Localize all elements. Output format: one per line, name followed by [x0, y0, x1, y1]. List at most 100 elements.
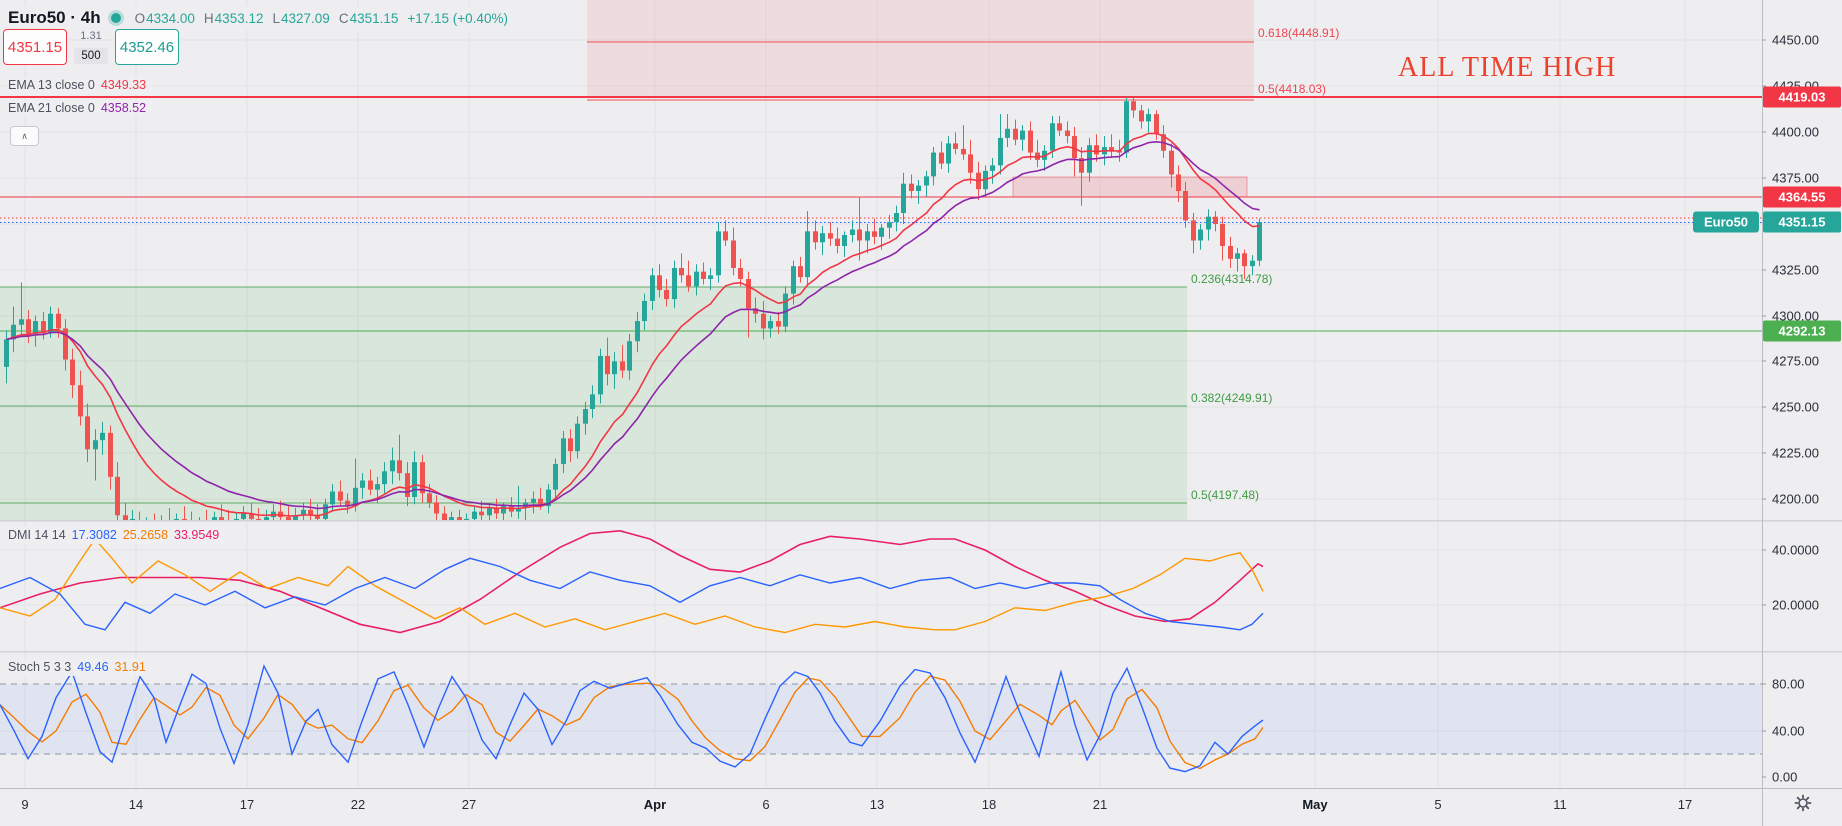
- price-tick-label: 4375.00: [1772, 171, 1819, 186]
- price-badge: 4292.13: [1763, 320, 1841, 342]
- price-tick-label: 4400.00: [1772, 125, 1819, 140]
- sell-button[interactable]: 4351.15: [3, 29, 67, 65]
- time-tick-label: 17: [240, 797, 254, 812]
- dmi-plus-di-value: 17.3082: [71, 528, 117, 542]
- stoch-tick-label: 0.00: [1772, 770, 1797, 785]
- time-tick-label: 17: [1678, 797, 1692, 812]
- symbol-title[interactable]: Euro50 · 4h: [8, 8, 101, 27]
- fib-label-0236: 0.236(4314.78): [1191, 272, 1273, 286]
- spread-value: 1.31: [80, 30, 102, 42]
- candles: [4, 97, 1262, 520]
- fib-zone-upper: [587, 0, 1254, 96]
- time-tick-label: 6: [762, 797, 769, 812]
- stoch-d-line: [0, 675, 1264, 770]
- collapse-panes-button[interactable]: ∧: [10, 126, 39, 146]
- stoch-d-value: 31.91: [114, 660, 146, 674]
- close-value: 4351.15: [349, 10, 399, 26]
- ema13-value: 4349.33: [100, 78, 147, 92]
- price-tick-label: 4200.00: [1772, 492, 1819, 507]
- ema21-line: [6, 140, 1260, 510]
- stoch-label: Stoch 5 3 3: [8, 660, 72, 674]
- time-tick-label: 5: [1434, 797, 1441, 812]
- ema13-label: EMA 13 close 0: [8, 78, 95, 92]
- chevron-up-icon: ∧: [21, 130, 28, 141]
- trade-widget: 4351.15 1.31 500 4352.46: [3, 29, 179, 65]
- bar-countdown: 500: [74, 48, 108, 64]
- time-tick-label: May: [1302, 797, 1328, 812]
- price-tick-label: 4325.00: [1772, 263, 1819, 278]
- time-tick-label: 21: [1093, 797, 1107, 812]
- time-tick-label: 13: [870, 797, 884, 812]
- dmi-label: DMI 14 14: [8, 528, 66, 542]
- ohlc-values: O4334.00 H4353.12 L4327.09 C4351.15 +17.…: [135, 11, 508, 26]
- svg-text:4292.13: 4292.13: [1779, 324, 1826, 339]
- time-tick-label: 18: [982, 797, 996, 812]
- market-status-icon[interactable]: [110, 13, 121, 23]
- dmi-pane: [0, 529, 1264, 634]
- price-badge: 4351.15: [1763, 211, 1841, 233]
- high-label: H: [203, 10, 214, 26]
- price-tick-label: 4300.00: [1772, 309, 1819, 324]
- plus-di-line: [0, 557, 1264, 631]
- time-tick-label: 22: [351, 797, 365, 812]
- low-label: L: [272, 10, 280, 26]
- time-tick-label: 27: [462, 797, 476, 812]
- fib-label-lower-05: 0.5(4197.48): [1191, 488, 1260, 502]
- stoch-pane: [0, 664, 1762, 773]
- change-value: +17.15 (+0.40%): [407, 10, 508, 26]
- svg-text:4351.15: 4351.15: [1779, 215, 1826, 230]
- time-tick-label: Apr: [644, 797, 666, 812]
- stoch-tick-label: 80.00: [1772, 677, 1805, 692]
- ema21-legend[interactable]: EMA 21 close 0 4358.52: [8, 100, 153, 117]
- price-tick-label: 4275.00: [1772, 354, 1819, 369]
- buy-button[interactable]: 4352.46: [115, 29, 179, 65]
- svg-text:Euro50: Euro50: [1704, 215, 1748, 230]
- price-badge: 4364.55: [1763, 186, 1841, 208]
- spread-column: 1.31 500: [71, 29, 111, 65]
- price-badge: 4419.03: [1763, 86, 1841, 108]
- stoch-k-line: [0, 664, 1264, 773]
- svg-text:4364.55: 4364.55: [1779, 190, 1826, 205]
- low-value: 4327.09: [281, 10, 330, 26]
- price-tick-label: 4225.00: [1772, 446, 1819, 461]
- adx-line: [0, 529, 1264, 634]
- ema13-line: [6, 132, 1260, 517]
- high-value: 4353.12: [214, 10, 264, 26]
- symbol-legend: Euro50 · 4h O4334.00 H4353.12 L4327.09 C…: [8, 6, 514, 30]
- pane-separators[interactable]: [0, 519, 1842, 653]
- dmi-adx-value: 33.9549: [174, 528, 220, 542]
- stoch-k-value: 49.46: [77, 660, 109, 674]
- dmi-minus-di-value: 25.2658: [122, 528, 169, 542]
- gear-icon[interactable]: [1794, 794, 1812, 812]
- symbol-price-tag: Euro50: [1693, 211, 1759, 233]
- all-time-high-note: ALL TIME HIGH: [1398, 52, 1617, 83]
- dmi-legend[interactable]: DMI 14 14 17.3082 25.2658 33.9549: [8, 527, 226, 544]
- price-axis[interactable]: 4450.004425.004400.004375.004325.004300.…: [1693, 33, 1841, 785]
- fib-label-0618: 0.618(4448.91): [1258, 26, 1340, 40]
- fib-label-upper-05: 0.5(4418.03): [1258, 82, 1327, 96]
- minus-di-line: [0, 537, 1264, 634]
- time-tick-label: 9: [21, 797, 28, 812]
- time-tick-label: 11: [1553, 797, 1567, 812]
- stoch-tick-label: 40.00: [1772, 724, 1805, 739]
- grid: [0, 0, 1762, 788]
- dmi-tick-label: 20.0000: [1772, 598, 1819, 613]
- fib-zones: [0, 0, 1254, 520]
- ema21-label: EMA 21 close 0: [8, 101, 95, 115]
- ema21-value: 4358.52: [100, 101, 147, 115]
- svg-text:4419.03: 4419.03: [1779, 90, 1826, 105]
- stoch-legend[interactable]: Stoch 5 3 3 49.46 31.91: [8, 659, 152, 676]
- time-axis[interactable]: 9 14 17 22 27 Apr 6 13 18 21 May 5 11 17: [21, 797, 1692, 812]
- close-label: C: [338, 10, 349, 26]
- time-tick-label: 14: [129, 797, 143, 812]
- ema13-legend[interactable]: EMA 13 close 0 4349.33: [8, 77, 153, 94]
- fib-label-0382: 0.382(4249.91): [1191, 391, 1273, 405]
- price-tick-label: 4450.00: [1772, 33, 1819, 48]
- price-tick-label: 4250.00: [1772, 400, 1819, 415]
- open-label: O: [134, 10, 146, 26]
- dmi-tick-label: 40.0000: [1772, 543, 1819, 558]
- open-value: 4334.00: [146, 10, 195, 26]
